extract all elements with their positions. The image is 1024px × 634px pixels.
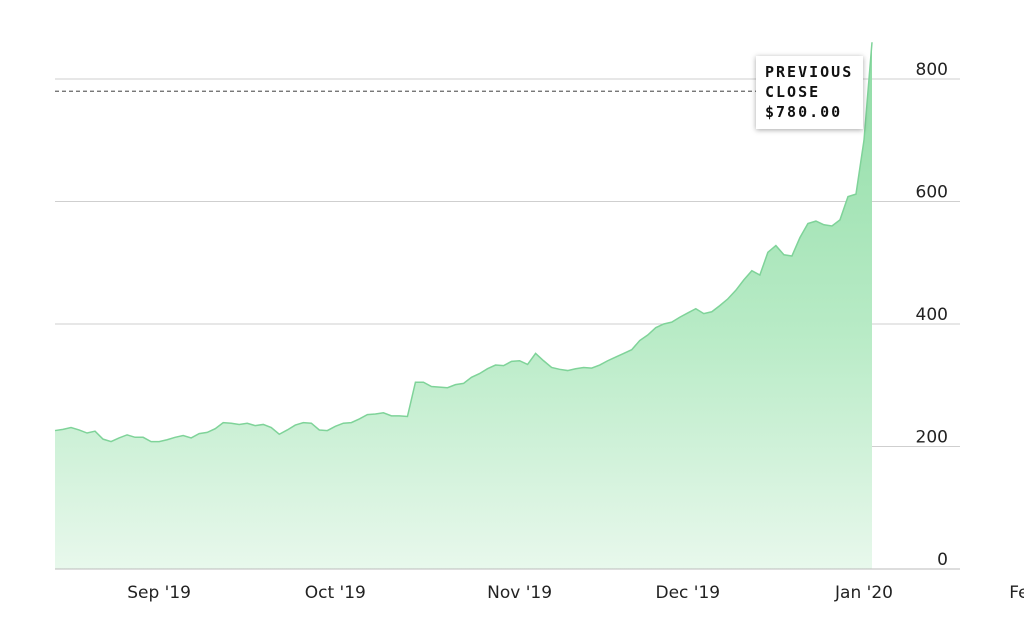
y-axis: 0 200 400 600 800: [916, 60, 948, 570]
price-area: [55, 42, 872, 569]
x-tick-label-5: Feb '20: [1009, 583, 1024, 603]
y-tick-label-0: 0: [937, 550, 948, 570]
x-tick-label-3: Dec '19: [655, 583, 720, 603]
y-tick-label-200: 200: [916, 428, 948, 448]
y-tick-label-800: 800: [916, 60, 948, 80]
previous-close-label-line-2: CLOSE: [765, 83, 821, 101]
x-tick-label-0: Sep '19: [127, 583, 191, 603]
price-line: [54, 42, 873, 443]
y-tick-label-400: 400: [916, 305, 948, 325]
x-axis: Sep '19 Oct '19 Nov '19 Dec '19 Jan '20 Feb '…: [127, 583, 1024, 603]
x-tick-label-1: Oct '19: [305, 583, 366, 603]
previous-close-value: $780.00: [765, 103, 843, 121]
x-tick-label-4: Jan '20: [834, 583, 893, 603]
previous-close-callout: PREVIOUS CLOSE $780.00: [756, 56, 864, 129]
y-tick-label-600: 600: [916, 183, 948, 203]
x-tick-label-2: Nov '19: [487, 583, 552, 603]
previous-close-label-line-1: PREVIOUS: [765, 63, 854, 81]
